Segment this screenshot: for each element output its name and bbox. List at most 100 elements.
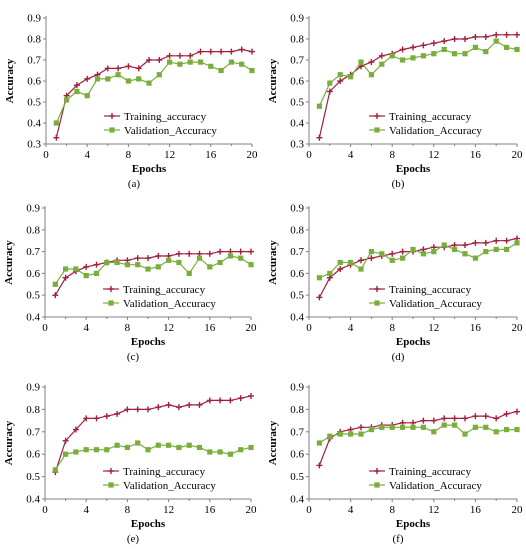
legend-marker: [108, 286, 114, 292]
x-tick-label: 4: [348, 504, 354, 516]
validation-point: [63, 451, 69, 457]
y-tick-label: 0.3: [27, 139, 41, 151]
panel-a: 0.3 0.4 0.5 0.6 0.7 0.8 0.9 0 4 8 12 16 20 Accuracy Ep…: [4, 13, 258, 191]
training-point: [493, 415, 500, 422]
validation-point: [217, 449, 223, 455]
validation-point: [504, 44, 510, 50]
training-point: [462, 242, 468, 249]
x-tick-label: 4: [84, 149, 90, 161]
validation-point: [64, 97, 70, 103]
validation-point: [156, 72, 162, 78]
y-tick-label: 0.4: [290, 494, 304, 506]
validation-point: [431, 429, 437, 435]
x-tick-label: 0: [42, 504, 48, 516]
legend-entry-training: Training_accuracy: [103, 284, 206, 296]
training-point: [389, 250, 396, 257]
validation-point: [410, 246, 416, 253]
validation-point: [124, 444, 130, 451]
validation-point: [493, 429, 499, 435]
legend-entry-validation: Validation_Accuracy: [369, 480, 482, 492]
validation-point: [504, 246, 510, 253]
y-tick-label: 0.8: [27, 34, 41, 46]
validation-point: [337, 72, 343, 78]
training-point: [472, 239, 479, 246]
x-tick-label: 0: [306, 504, 312, 516]
validation-point: [337, 431, 343, 437]
y-tick-label: 0.8: [290, 224, 304, 236]
validation-point: [410, 424, 416, 430]
legend-label: Training_accuracy: [124, 111, 207, 123]
training-point: [197, 48, 204, 55]
training-point: [62, 437, 69, 444]
y-tick-label: 0.9: [290, 13, 304, 25]
training-point: [103, 413, 110, 420]
training-point: [146, 57, 152, 63]
legend-label: Validation_Accuracy: [123, 480, 216, 492]
validation-point: [176, 444, 182, 451]
validation-point: [238, 255, 244, 261]
y-tick-label: 0.5: [26, 471, 40, 483]
y-tick-label: 0.9: [26, 382, 40, 394]
legend-marker: [109, 127, 115, 133]
training-point: [176, 52, 183, 59]
validation-point: [136, 76, 142, 82]
legend-marker: [374, 468, 380, 474]
x-tick-label: 16: [470, 322, 482, 334]
training-point: [52, 292, 59, 299]
validation-point: [379, 424, 385, 430]
validation-point: [358, 266, 364, 272]
validation-point: [441, 242, 447, 248]
validation-point: [514, 240, 520, 246]
validation-point: [400, 255, 406, 261]
training-point: [165, 401, 172, 408]
legend-entry-training: Training_accuracy: [103, 466, 206, 478]
x-tick-label: 20: [512, 149, 524, 161]
x-tick-label: 4: [83, 504, 89, 516]
y-tick-label: 0.5: [290, 290, 304, 302]
training-point: [249, 48, 255, 55]
y-tick-label: 0.7: [290, 55, 304, 67]
validation-point: [74, 88, 80, 95]
x-tick-label: 0: [306, 322, 312, 334]
validation-point: [400, 57, 406, 63]
legend-entry-training: Training_accuracy: [104, 111, 207, 123]
validation-point: [420, 53, 426, 59]
training-point: [493, 237, 500, 244]
x-tick-label: 12: [428, 149, 439, 161]
training-point: [72, 426, 79, 433]
validation-point: [368, 249, 374, 255]
legend-label: Validation_Accuracy: [389, 480, 482, 492]
validation-point: [196, 444, 203, 451]
validation-point: [83, 272, 89, 279]
legend-marker: [374, 127, 380, 133]
validation-point: [441, 46, 447, 53]
training-point: [83, 263, 90, 270]
x-tick-label: 4: [83, 322, 89, 334]
validation-point: [52, 281, 58, 287]
validation-point: [316, 103, 322, 109]
training-point: [482, 239, 489, 246]
training-point: [155, 404, 162, 411]
validation-point: [125, 78, 131, 84]
x-tick-label: 0: [43, 149, 49, 161]
training-point: [145, 255, 151, 262]
legend-marker: [108, 482, 114, 488]
validation-point: [63, 266, 69, 272]
legend-label: Validation_Accuracy: [123, 298, 216, 310]
validation-point: [73, 449, 79, 455]
y-tick-label: 0.7: [290, 426, 304, 438]
y-tick-label: 0.4: [27, 118, 41, 130]
training-point: [187, 52, 194, 59]
x-tick-label: 16: [204, 322, 216, 334]
training-point: [503, 237, 510, 244]
training-point: [503, 31, 510, 38]
validation-point: [135, 262, 141, 268]
legend-label: Validation_Accuracy: [124, 125, 217, 137]
x-tick-label: 12: [163, 322, 174, 334]
y-tick-label: 0.4: [290, 312, 304, 324]
validation-point: [514, 426, 520, 433]
training-point: [316, 462, 323, 469]
y-tick-label: 0.4: [290, 118, 304, 130]
validation-point: [327, 433, 333, 439]
validation-point: [514, 46, 520, 53]
